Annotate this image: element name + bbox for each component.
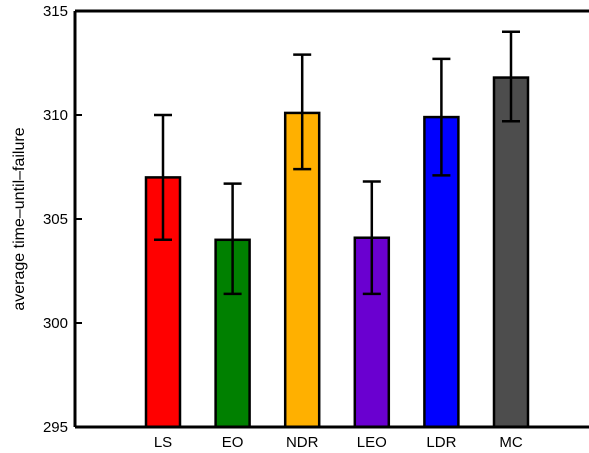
x-tick-label-eo: EO bbox=[222, 434, 244, 451]
error-bars-group bbox=[154, 30, 520, 296]
error-bar-mc bbox=[502, 30, 520, 123]
bars-group bbox=[144, 76, 530, 429]
error-bar-leo bbox=[362, 180, 381, 296]
y-tick-label: 310 bbox=[43, 107, 68, 124]
bar-leo bbox=[353, 236, 391, 429]
y-tick-label: 295 bbox=[43, 419, 68, 436]
error-bar-ldr bbox=[432, 57, 451, 177]
y-tick-label: 300 bbox=[43, 315, 68, 332]
x-tick-label-mc: MC bbox=[499, 434, 522, 451]
x-tick-label-ls: LS bbox=[154, 434, 172, 451]
error-bar-ls bbox=[154, 113, 172, 242]
error-bar-eo bbox=[223, 182, 242, 296]
x-labels-group: LS EO NDR LEO LDR MC bbox=[154, 434, 523, 451]
error-bar-ndr bbox=[293, 53, 312, 171]
y-axis-label: average time–until–failure bbox=[11, 127, 28, 310]
x-tick-label-ldr: LDR bbox=[426, 434, 456, 451]
y-ticks-group: 295 300 305 310 315 bbox=[43, 3, 82, 436]
x-tick-label-ndr: NDR bbox=[286, 434, 319, 451]
y-tick-label: 315 bbox=[43, 3, 68, 20]
y-tick-label: 305 bbox=[43, 211, 68, 228]
x-tick-label-leo: LEO bbox=[357, 434, 387, 451]
bar-mc bbox=[492, 76, 530, 429]
